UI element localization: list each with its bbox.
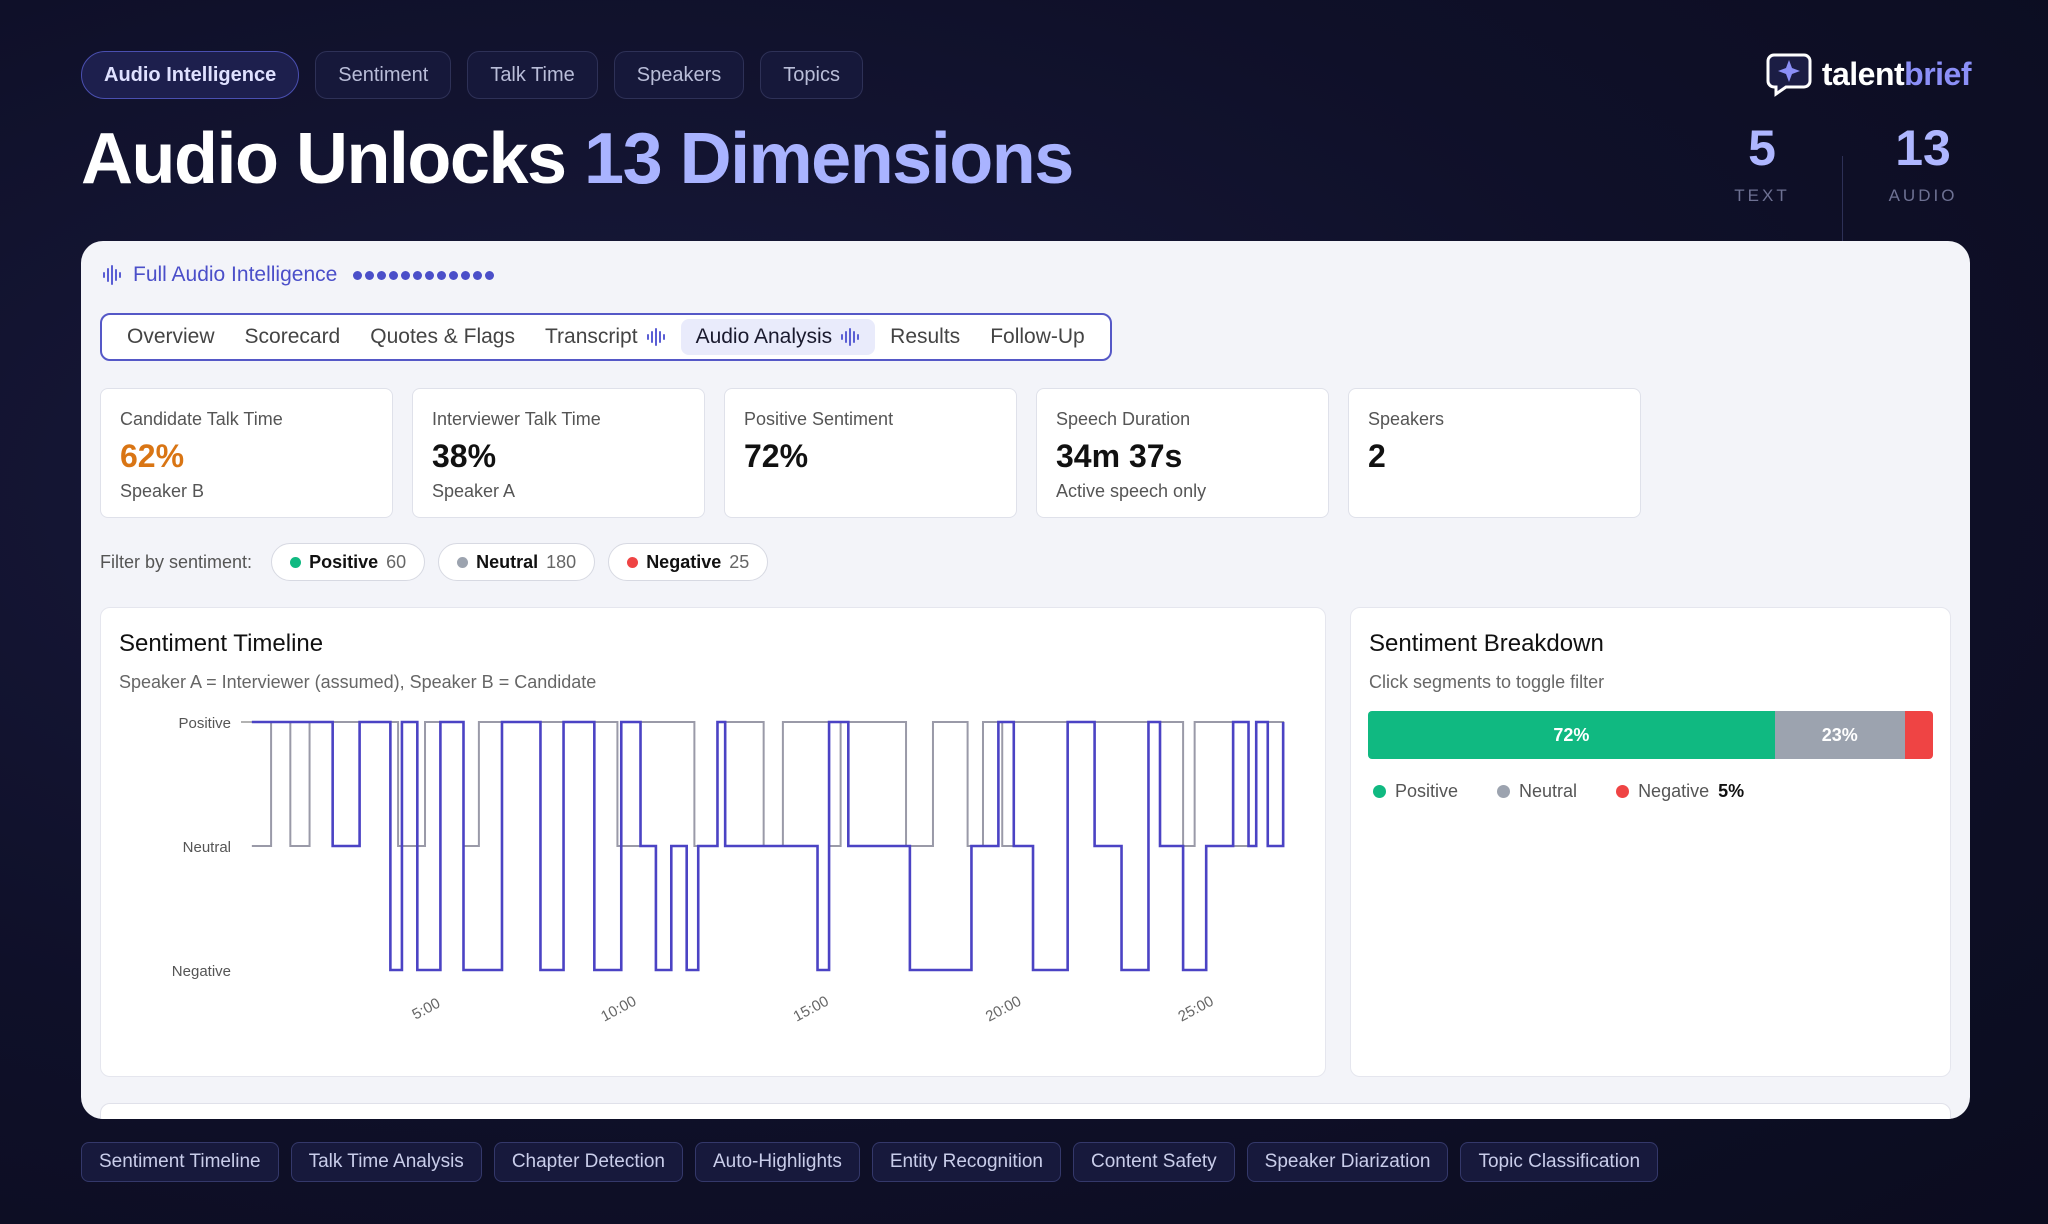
sentiment-breakdown-card: Sentiment Breakdown Click segments to to… <box>1350 607 1951 1077</box>
stat-audio: 13 AUDIO <box>1888 120 1958 205</box>
sentiment-timeline-chart[interactable]: Negative Neutral Positive 5:00 10:00 15:00 20:… <box>101 608 1327 1078</box>
stat-divider <box>1842 156 1843 242</box>
series-line-speaker-b <box>251 720 1285 972</box>
y-tick-negative: Negative <box>172 963 231 980</box>
tag-entity-recognition[interactable]: Entity Recognition <box>871 1142 1061 1182</box>
tab-audio-analysis[interactable]: Audio Analysis <box>680 319 876 355</box>
tag-talk-time-analysis[interactable]: Talk Time Analysis <box>290 1142 482 1182</box>
panel-tabs: Overview Scorecard Quotes & Flags Transc… <box>100 313 1112 361</box>
tag-auto-highlights[interactable]: Auto-Highlights <box>694 1142 860 1182</box>
metric-speech-duration: Speech Duration 34m 37s Active speech on… <box>1036 388 1329 518</box>
positive-dot <box>290 556 302 568</box>
tab-transcript[interactable]: Transcript <box>530 319 681 355</box>
timeline-subtitle: Speaker A = Interviewer (assumed), Speak… <box>119 672 597 692</box>
tab-results[interactable]: Results <box>890 325 961 348</box>
tab-quotes-flags[interactable]: Quotes & Flags <box>370 325 515 348</box>
bar-segment-neutral[interactable]: 23% <box>1774 711 1905 759</box>
x-tick-label: 20:00 <box>983 993 1024 1026</box>
breakdown-legend: Positive Neutral Negative 5% <box>1373 781 1744 802</box>
chat-sparkle-icon <box>1766 53 1812 97</box>
nav-topics[interactable]: Topics <box>760 51 863 99</box>
stat-text: 5 TEXT <box>1734 120 1790 205</box>
filter-chip-negative[interactable]: Negative 25 <box>608 543 769 581</box>
breakdown-subtitle: Click segments to toggle filter <box>1369 672 1605 692</box>
waveform-icon <box>646 328 665 346</box>
sentiment-filter: Filter by sentiment: Positive 60 Neutral… <box>100 543 769 581</box>
filter-chip-positive[interactable]: Positive 60 <box>271 543 426 581</box>
audio-intelligence-panel: Full Audio Intelligence Overview Scoreca… <box>81 241 1970 1119</box>
nav-audio-intelligence[interactable]: Audio Intelligence <box>81 51 300 99</box>
next-section-card <box>100 1103 1951 1119</box>
feature-tags: Sentiment Timeline Talk Time Analysis Ch… <box>81 1142 1659 1182</box>
brand-name: talentbrief <box>1821 55 1972 92</box>
top-nav: Audio Intelligence Sentiment Talk Time S… <box>81 51 863 99</box>
timeline-title: Sentiment Timeline <box>119 630 324 657</box>
neutral-dot <box>457 556 469 568</box>
metric-cards: Candidate Talk Time 62% Speaker B Interv… <box>100 388 1641 518</box>
x-tick-label: 15:00 <box>791 993 832 1026</box>
y-tick-positive: Positive <box>178 715 231 732</box>
metric-interviewer-talk-time: Interviewer Talk Time 38% Speaker A <box>412 388 705 518</box>
progress-dots <box>353 270 495 280</box>
page-title: Audio Unlocks 13 Dimensions <box>81 119 1074 199</box>
dimension-stats: 5 TEXT 13 AUDIO <box>1714 118 1971 242</box>
filter-label: Filter by sentiment: <box>100 551 253 572</box>
sentiment-timeline-card: Sentiment Timeline Speaker A = Interview… <box>100 607 1326 1077</box>
breakdown-title: Sentiment Breakdown <box>1369 630 1604 657</box>
nav-speakers[interactable]: Speakers <box>613 51 745 99</box>
panel-title: Full Audio Intelligence <box>133 263 338 286</box>
bar-segment-positive[interactable]: 72% <box>1368 711 1775 759</box>
tab-follow-up[interactable]: Follow-Up <box>990 325 1085 348</box>
filter-chip-neutral[interactable]: Neutral 180 <box>438 543 596 581</box>
tab-overview[interactable]: Overview <box>127 325 215 348</box>
y-tick-neutral: Neutral <box>183 839 231 856</box>
tag-content-safety[interactable]: Content Safety <box>1072 1142 1235 1182</box>
tag-chapter-detection[interactable]: Chapter Detection <box>493 1142 683 1182</box>
brand-logo: talentbrief <box>1766 51 1971 97</box>
tag-sentiment-timeline[interactable]: Sentiment Timeline <box>81 1142 279 1182</box>
bar-segment-negative[interactable] <box>1904 711 1933 759</box>
x-tick-label: 5:00 <box>409 995 443 1024</box>
x-tick-label: 10:00 <box>598 993 639 1026</box>
metric-positive-sentiment: Positive Sentiment 72% <box>724 388 1017 518</box>
tab-scorecard[interactable]: Scorecard <box>244 325 341 348</box>
negative-dot <box>627 556 639 568</box>
series-line-speaker-a <box>251 721 1285 847</box>
tag-topic-classification[interactable]: Topic Classification <box>1460 1142 1659 1182</box>
tag-speaker-diarization[interactable]: Speaker Diarization <box>1246 1142 1449 1182</box>
nav-talk-time[interactable]: Talk Time <box>467 51 598 99</box>
legend-negative: Negative 5% <box>1616 781 1744 802</box>
legend-positive: Positive <box>1373 781 1467 802</box>
nav-sentiment[interactable]: Sentiment <box>315 51 452 99</box>
legend-neutral: Neutral <box>1497 781 1586 802</box>
waveform-icon <box>103 265 121 285</box>
panel-header: Full Audio Intelligence <box>101 263 495 287</box>
sentiment-stacked-bar: 72% 23% <box>1368 711 1933 759</box>
x-tick-label: 25:00 <box>1175 993 1216 1026</box>
waveform-icon <box>841 328 860 346</box>
metric-speakers: Speakers 2 <box>1348 388 1641 518</box>
metric-candidate-talk-time: Candidate Talk Time 62% Speaker B <box>100 388 393 518</box>
